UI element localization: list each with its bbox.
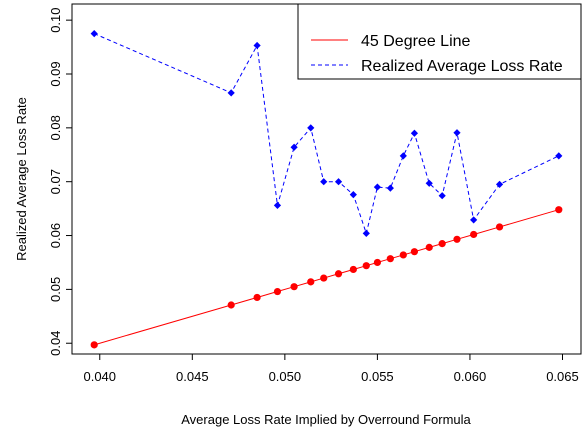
data-point-realized xyxy=(453,129,461,137)
data-point-realized xyxy=(495,180,504,188)
y-axis: 0.04 0.05 0.06 0.07 0.08 0.09 0.10 xyxy=(48,7,72,356)
x-tick-label: 0.050 xyxy=(269,369,302,384)
y-tick-label: 0.06 xyxy=(48,223,63,248)
data-point-realized xyxy=(290,143,298,151)
data-point-45-degree xyxy=(362,262,370,270)
data-point-realized xyxy=(227,89,235,97)
x-tick-label: 0.060 xyxy=(454,369,487,384)
y-tick-label: 0.08 xyxy=(48,115,63,140)
y-tick-label: 0.04 xyxy=(48,331,63,356)
data-point-realized xyxy=(386,184,394,192)
data-point-realized xyxy=(470,216,478,224)
y-tick-label: 0.10 xyxy=(48,7,63,32)
data-point-realized xyxy=(399,152,407,160)
data-point-45-degree xyxy=(307,278,315,286)
data-point-45-degree xyxy=(425,243,433,251)
y-axis-title: Realized Average Loss Rate xyxy=(14,97,29,261)
data-point-45-degree xyxy=(227,301,235,309)
data-point-realized xyxy=(273,201,282,209)
data-point-45-degree xyxy=(410,248,419,256)
data-point-realized xyxy=(438,192,446,200)
x-tick-label: 0.065 xyxy=(546,369,579,384)
x-axis: 0.040 0.045 0.050 0.055 0.060 0.065 xyxy=(83,354,579,384)
data-point-realized xyxy=(90,30,98,38)
data-point-45-degree xyxy=(453,235,461,243)
data-point-realized xyxy=(307,124,315,132)
data-point-realized xyxy=(410,129,419,137)
data-point-45-degree xyxy=(438,240,446,248)
data-point-45-degree xyxy=(349,265,357,274)
series-line-realized xyxy=(94,33,560,236)
data-point-45-degree xyxy=(386,255,394,263)
data-point-45-degree xyxy=(555,206,563,214)
data-point-realized xyxy=(555,152,563,160)
data-point-45-degree xyxy=(399,251,407,259)
data-point-realized xyxy=(373,183,381,191)
data-point-realized xyxy=(362,229,370,237)
data-point-realized xyxy=(253,41,261,50)
data-point-45-degree xyxy=(334,270,343,278)
x-tick-label: 0.055 xyxy=(361,369,394,384)
data-point-realized xyxy=(349,191,357,199)
data-point-45-degree xyxy=(253,293,261,302)
data-point-realized xyxy=(320,178,328,186)
legend-label-realized: Realized Average Loss Rate xyxy=(361,58,563,75)
y-tick-label: 0.07 xyxy=(48,169,63,194)
data-point-45-degree xyxy=(373,258,381,267)
x-axis-title: Average Loss Rate Implied by Overround F… xyxy=(181,412,471,427)
data-point-realized xyxy=(334,178,343,186)
data-point-45-degree xyxy=(290,283,298,291)
data-point-realized xyxy=(425,179,433,187)
data-point-45-degree xyxy=(470,230,478,239)
legend: 45 Degree Line Realized Average Loss Rat… xyxy=(297,3,582,80)
y-tick-label: 0.09 xyxy=(48,61,63,86)
legend-box xyxy=(297,3,582,80)
x-tick-label: 0.045 xyxy=(176,369,209,384)
y-tick-label: 0.05 xyxy=(48,277,63,302)
data-point-45-degree xyxy=(495,223,504,231)
x-tick-label: 0.040 xyxy=(83,369,116,384)
data-point-45-degree xyxy=(273,287,282,296)
data-point-45-degree xyxy=(90,341,98,349)
data-point-45-degree xyxy=(320,274,328,282)
legend-label-45-degree: 45 Degree Line xyxy=(361,33,471,50)
series-layer xyxy=(90,30,563,349)
